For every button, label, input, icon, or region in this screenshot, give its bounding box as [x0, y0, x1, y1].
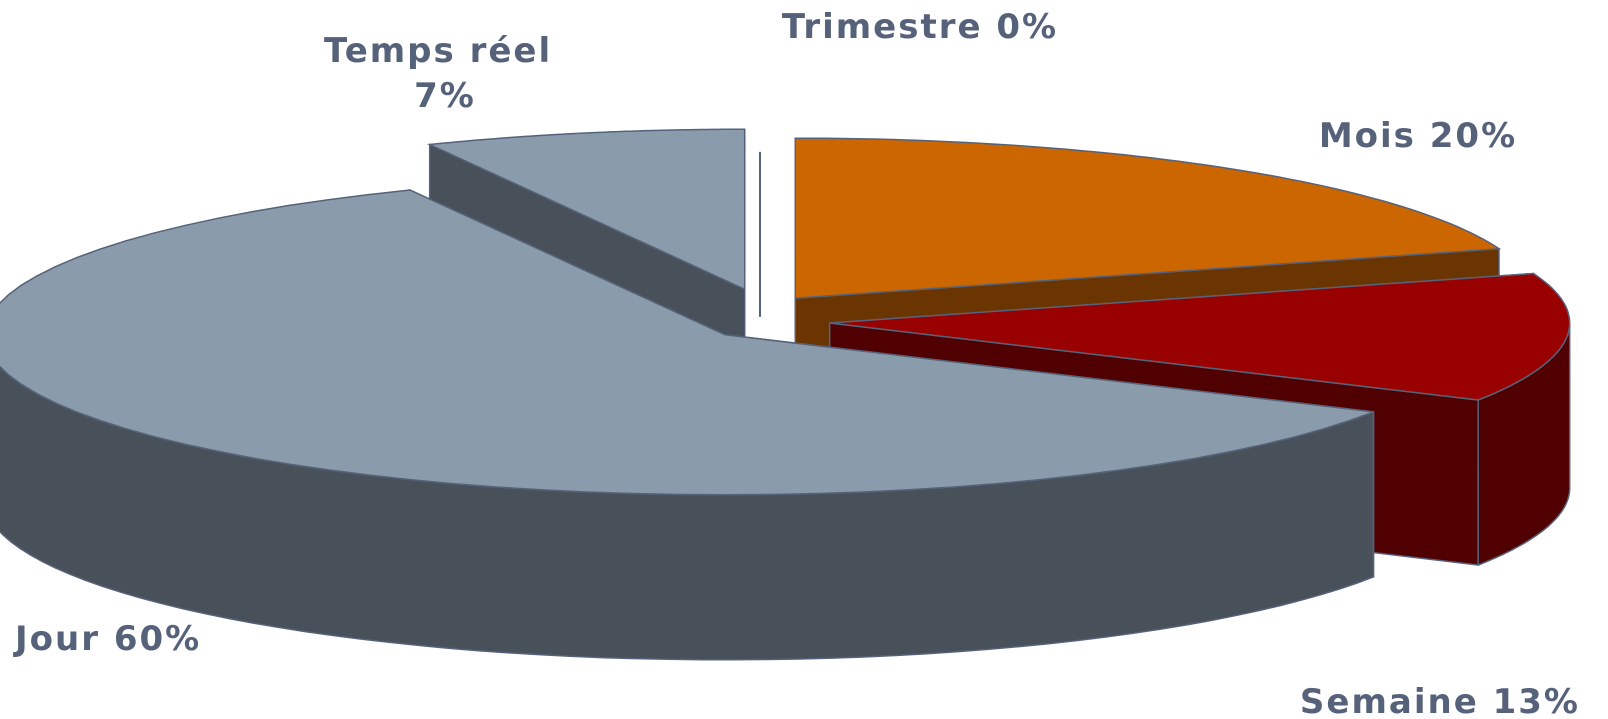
slice-top	[829, 272, 1571, 401]
label-temps-reel: Temps réel 7%	[324, 31, 566, 116]
slice-top	[426, 128, 746, 291]
label-semaine: Semaine 13%	[1300, 682, 1580, 719]
label-trimestre: Trimestre 0%	[782, 7, 1058, 47]
pie-slice-jour	[0, 188, 1375, 661]
slice-top	[794, 137, 1502, 299]
slice-top	[0, 189, 1374, 496]
label-mois: Mois 20%	[1319, 116, 1517, 156]
pie-slices	[0, 128, 1571, 661]
label-jour: Jour 60%	[13, 619, 201, 659]
slice-labels: Trimestre 0% Temps réel 7% Mois 20% Jour…	[13, 7, 1580, 719]
